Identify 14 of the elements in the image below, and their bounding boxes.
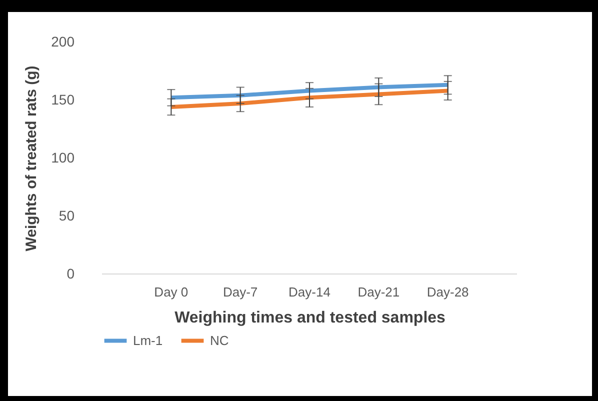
x-axis-title: Weighing times and tested samples	[174, 310, 446, 326]
legend-label: Lm-1	[133, 332, 163, 348]
y-tick-label: 150	[51, 92, 75, 108]
y-tick-label: 50	[58, 208, 75, 224]
y-tick-label: 200	[51, 34, 75, 50]
y-tick-label: 100	[51, 150, 75, 166]
y-tick-label: 0	[66, 266, 75, 282]
x-tick-label: Day 0	[154, 284, 188, 300]
x-tick-label: Day-21	[358, 284, 400, 300]
x-tick-label: Day-28	[426, 284, 469, 300]
y-axis-title: Weights of treated rats (g)	[23, 66, 40, 252]
x-tick-label: Day-14	[288, 284, 330, 300]
x-tick-label: Day-7	[222, 284, 258, 300]
legend-label: NC	[210, 332, 229, 348]
